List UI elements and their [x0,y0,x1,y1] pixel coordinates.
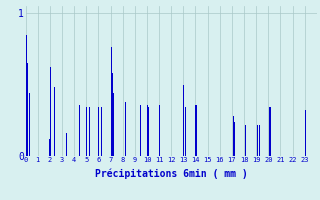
X-axis label: Précipitations 6min ( mm ): Précipitations 6min ( mm ) [95,169,248,179]
Bar [147,105,148,156]
Bar [159,105,160,156]
Bar [53,87,55,156]
Bar [245,125,246,156]
Bar [140,105,141,156]
Bar [66,133,67,156]
Bar [89,107,90,156]
Bar [110,47,112,156]
Bar [269,107,271,156]
Bar [27,63,28,156]
Bar [26,35,27,156]
Bar [113,93,114,156]
Bar [29,93,30,156]
Bar [99,107,100,156]
Bar [234,122,236,156]
Bar [86,107,87,156]
Bar [259,125,260,156]
Bar [49,139,50,156]
Bar [305,110,306,156]
Bar [79,105,80,156]
Bar [112,73,113,156]
Bar [185,107,186,156]
Bar [148,107,149,156]
Bar [233,116,234,156]
Bar [50,67,51,156]
Bar [101,107,102,156]
Bar [125,102,126,156]
Bar [183,85,184,156]
Bar [257,125,259,156]
